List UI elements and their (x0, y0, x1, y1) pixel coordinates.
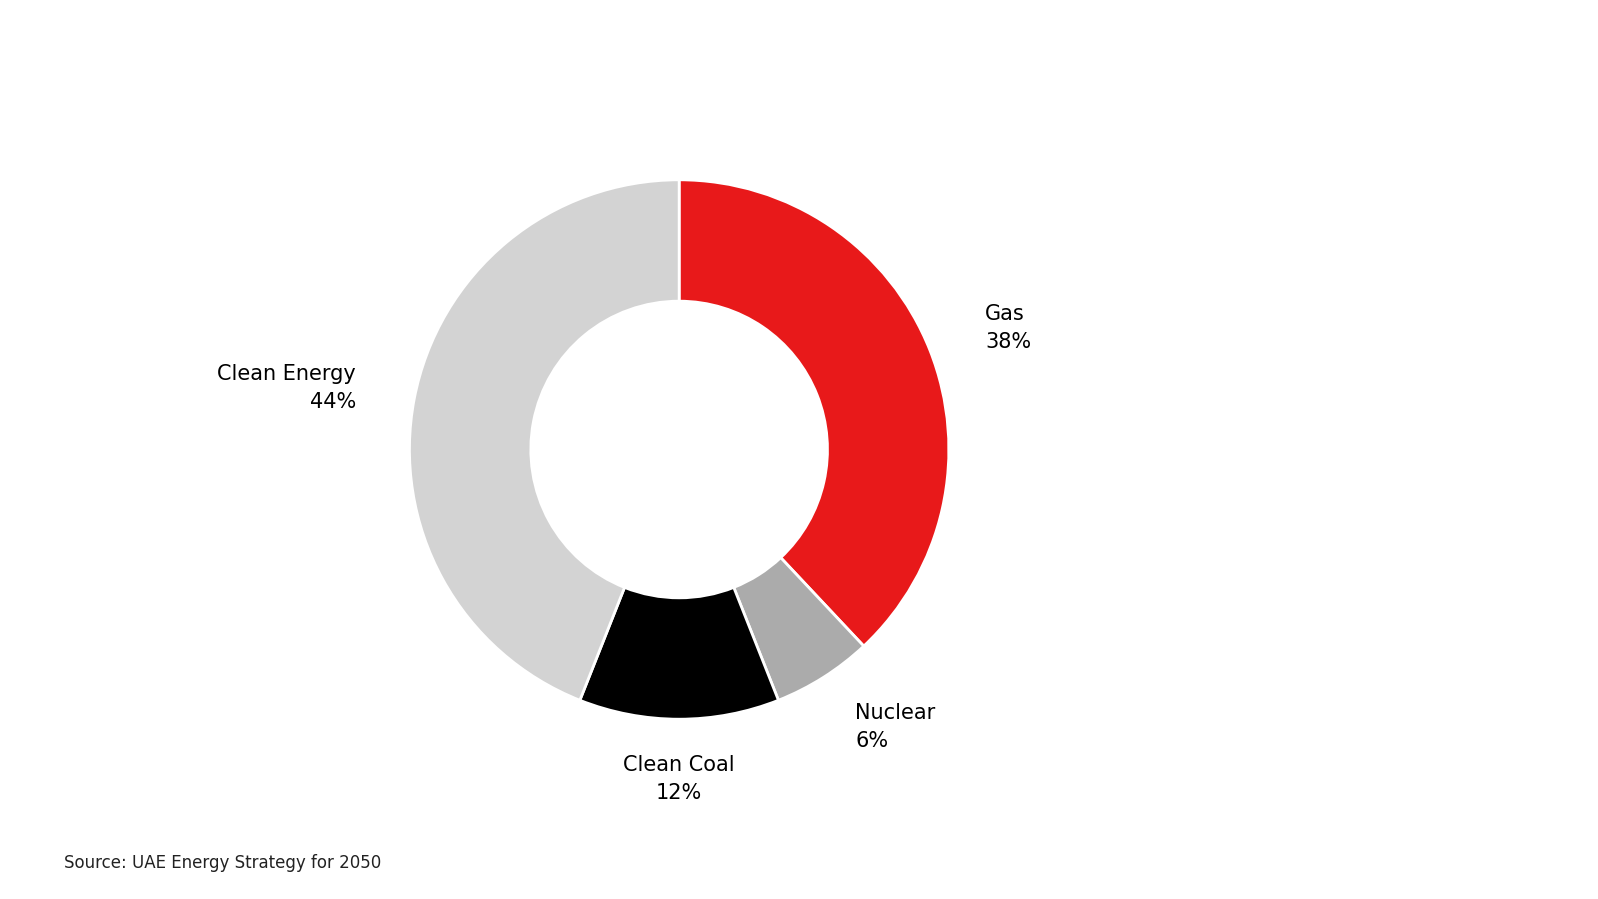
Text: Clean Energy
44%: Clean Energy 44% (217, 364, 356, 412)
Wedge shape (409, 180, 679, 700)
Text: Nuclear
6%: Nuclear 6% (855, 703, 936, 752)
Text: Gas
38%: Gas 38% (984, 305, 1031, 352)
Wedge shape (733, 557, 865, 700)
Text: Clean Coal
12%: Clean Coal 12% (623, 754, 735, 803)
Wedge shape (679, 180, 949, 646)
Wedge shape (580, 587, 778, 719)
Text: Source: UAE Energy Strategy for 2050: Source: UAE Energy Strategy for 2050 (64, 854, 382, 872)
